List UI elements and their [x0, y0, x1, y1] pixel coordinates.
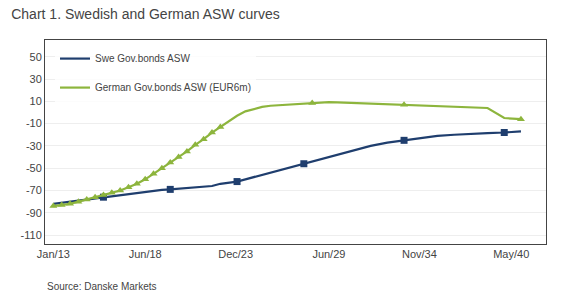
- svg-text:Jun/29: Jun/29: [312, 248, 345, 260]
- svg-text:-10: -10: [26, 117, 42, 129]
- svg-text:May/40: May/40: [493, 248, 529, 260]
- svg-text:-50: -50: [26, 162, 42, 174]
- svg-text:30: 30: [30, 73, 42, 85]
- svg-text:German Gov.bonds ASW (EUR6m): German Gov.bonds ASW (EUR6m): [95, 82, 251, 93]
- svg-text:Dec/23: Dec/23: [218, 248, 253, 260]
- svg-text:-110: -110: [21, 229, 42, 241]
- svg-text:Source: Danske Markets: Source: Danske Markets: [47, 281, 157, 292]
- svg-text:Jan/13: Jan/13: [37, 248, 70, 260]
- svg-text:Chart 1. Swedish and German AS: Chart 1. Swedish and German ASW curves: [11, 6, 279, 22]
- svg-text:Swe Gov.bonds ASW: Swe Gov.bonds ASW: [95, 53, 190, 64]
- svg-text:10: 10: [30, 95, 42, 107]
- svg-text:Nov/34: Nov/34: [402, 248, 437, 260]
- svg-text:-90: -90: [26, 207, 42, 219]
- svg-text:Jun/18: Jun/18: [129, 248, 162, 260]
- svg-text:-70: -70: [26, 184, 42, 196]
- svg-text:-30: -30: [26, 140, 42, 152]
- svg-text:50: 50: [30, 51, 42, 63]
